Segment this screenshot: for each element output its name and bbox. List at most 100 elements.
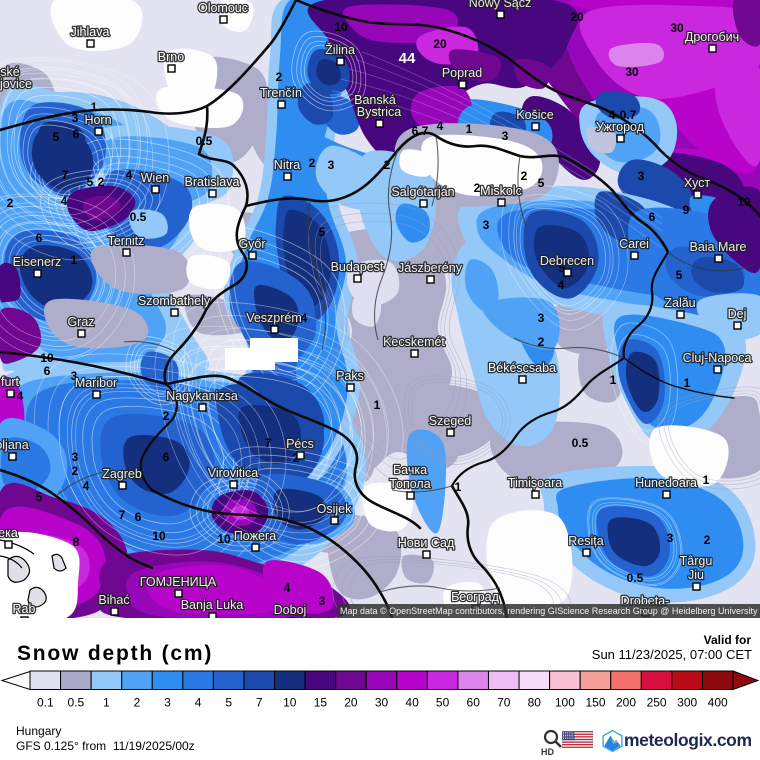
svg-text:0.5: 0.5: [627, 571, 644, 585]
svg-text:Ужгород: Ужгород: [596, 120, 645, 134]
svg-text:0.5: 0.5: [572, 436, 589, 450]
svg-text:Hunedoara: Hunedoara: [635, 476, 697, 490]
svg-text:150: 150: [585, 696, 605, 710]
svg-text:3: 3: [71, 369, 78, 383]
svg-text:0.7: 0.7: [620, 108, 637, 122]
svg-text:Horn: Horn: [84, 113, 111, 127]
svg-text:4: 4: [195, 696, 202, 710]
svg-text:Bystrica: Bystrica: [357, 105, 402, 119]
svg-text:7: 7: [265, 436, 272, 450]
svg-text:Bihać: Bihać: [98, 593, 129, 607]
svg-text:Graz: Graz: [67, 315, 94, 329]
svg-text:2: 2: [521, 169, 528, 183]
svg-text:Žilina: Žilina: [325, 42, 355, 57]
svg-text:ГОМЈЕНИЦА: ГОМЈЕНИЦА: [140, 575, 217, 589]
svg-text:200: 200: [616, 696, 636, 710]
svg-text:Paks: Paks: [336, 369, 364, 383]
svg-text:4: 4: [437, 119, 444, 133]
svg-text:Дрогобич: Дрогобич: [685, 30, 739, 44]
svg-text:7: 7: [119, 508, 126, 522]
svg-text:6: 6: [36, 231, 43, 245]
svg-text:Târgu: Târgu: [680, 554, 713, 568]
svg-text:2: 2: [134, 696, 141, 710]
svg-text:250: 250: [647, 696, 667, 710]
svg-text:400: 400: [708, 696, 728, 710]
svg-text:1: 1: [684, 376, 691, 390]
svg-text:7: 7: [256, 696, 263, 710]
svg-text:Jiu: Jiu: [688, 568, 704, 582]
svg-text:Хуст: Хуст: [684, 176, 710, 190]
svg-text:Bratislava: Bratislava: [185, 175, 240, 189]
svg-text:Banská: Banská: [354, 93, 396, 107]
svg-text:3: 3: [319, 594, 326, 608]
svg-text:3: 3: [638, 169, 645, 183]
svg-text:2: 2: [309, 156, 316, 170]
svg-text:4: 4: [284, 581, 291, 595]
svg-text:1: 1: [103, 696, 110, 710]
svg-text:1: 1: [594, 534, 601, 548]
svg-text:Resița: Resița: [568, 534, 603, 548]
svg-text:Nitra: Nitra: [274, 158, 300, 172]
svg-text:Banja Luka: Banja Luka: [181, 598, 244, 612]
svg-text:Cluj-Napoca: Cluj-Napoca: [683, 351, 752, 365]
svg-text:3: 3: [667, 531, 674, 545]
svg-text:6: 6: [163, 450, 170, 464]
svg-text:Jászberény: Jászberény: [398, 261, 463, 275]
svg-text:2: 2: [293, 451, 300, 465]
svg-text:Београд: Београд: [451, 590, 500, 604]
svg-text:7: 7: [422, 124, 429, 138]
svg-text:Kecskemét: Kecskemét: [383, 335, 445, 349]
svg-text:2: 2: [538, 335, 545, 349]
svg-text:80: 80: [528, 696, 542, 710]
svg-text:300: 300: [677, 696, 697, 710]
svg-text:4: 4: [301, 311, 308, 325]
svg-text:Wien: Wien: [141, 171, 170, 185]
svg-text:5: 5: [319, 225, 326, 239]
svg-text:1: 1: [466, 122, 473, 136]
svg-text:4: 4: [17, 389, 24, 403]
svg-text:5: 5: [538, 176, 545, 190]
svg-text:Eisenerz: Eisenerz: [13, 255, 62, 269]
svg-text:Jihlava: Jihlava: [71, 25, 110, 39]
svg-text:Топола: Топола: [389, 477, 430, 491]
svg-text:Rab: Rab: [13, 602, 36, 616]
svg-text:100: 100: [555, 696, 575, 710]
svg-text:30: 30: [670, 21, 684, 35]
svg-text:4: 4: [609, 108, 616, 122]
svg-text:4: 4: [126, 168, 133, 182]
svg-text:0.5: 0.5: [196, 134, 213, 148]
svg-text:2: 2: [98, 175, 105, 189]
svg-text:Békéscsaba: Békéscsaba: [488, 361, 556, 375]
svg-text:1: 1: [71, 253, 78, 267]
svg-text:10: 10: [40, 351, 54, 365]
svg-text:6: 6: [412, 124, 419, 138]
svg-text:40: 40: [405, 696, 419, 710]
svg-text:4: 4: [61, 194, 68, 208]
svg-text:5: 5: [225, 696, 232, 710]
svg-text:Virovitica: Virovitica: [208, 466, 259, 480]
svg-text:ека: ека: [0, 526, 18, 540]
svg-text:20: 20: [433, 37, 447, 51]
svg-text:3: 3: [164, 696, 171, 710]
svg-text:Nowy Sącz: Nowy Sącz: [469, 0, 532, 10]
svg-text:10: 10: [334, 20, 348, 34]
svg-text:10: 10: [217, 532, 231, 546]
svg-text:3: 3: [538, 311, 545, 325]
svg-text:0.1: 0.1: [37, 696, 54, 710]
svg-text:Košice: Košice: [516, 108, 554, 122]
svg-text:0.5: 0.5: [130, 210, 147, 224]
svg-text:5: 5: [87, 175, 94, 189]
svg-text:2: 2: [72, 464, 79, 478]
svg-text:Baia Mare: Baia Mare: [690, 240, 747, 254]
svg-text:Osijek: Osijek: [317, 502, 352, 516]
svg-text:1: 1: [91, 100, 98, 114]
svg-text:3: 3: [502, 129, 509, 143]
svg-text:Carei: Carei: [619, 237, 649, 251]
svg-text:ské: ské: [0, 65, 20, 79]
svg-text:Trenčín: Trenčín: [260, 86, 302, 100]
svg-text:10: 10: [737, 195, 751, 209]
svg-text:2: 2: [7, 196, 14, 210]
svg-text:Győr: Győr: [238, 237, 265, 251]
svg-text:Poprad: Poprad: [442, 66, 482, 80]
svg-text:1: 1: [374, 398, 381, 412]
